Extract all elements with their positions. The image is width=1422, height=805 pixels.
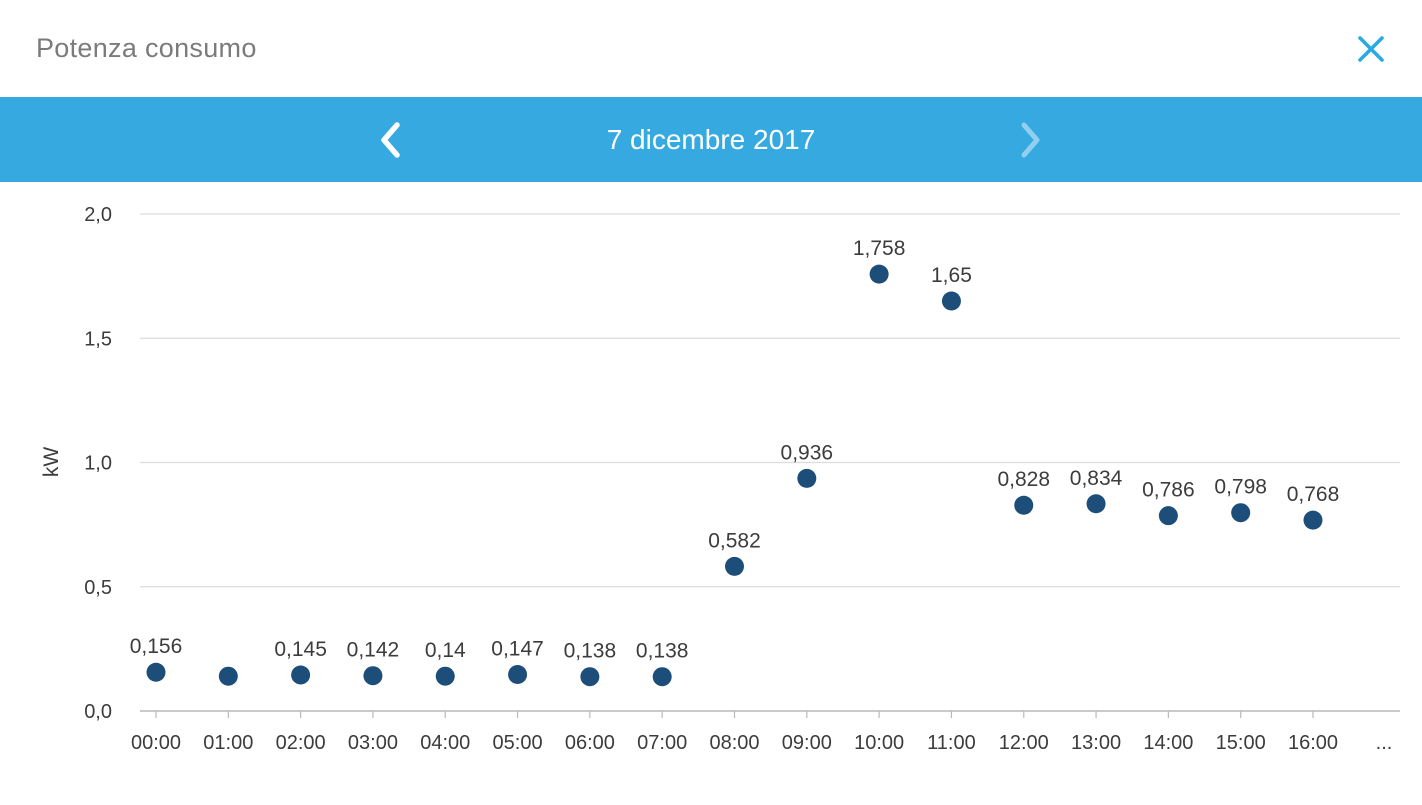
point-label: 0,142 bbox=[347, 639, 400, 662]
chevron-left-icon bbox=[381, 121, 400, 158]
power-consumption-chart: 0,0 0,5 1,0 1,5 2,0 kW 00:00 0,156 01:00 02:00 0,1… bbox=[0, 182, 1422, 800]
data-point[interactable] bbox=[580, 667, 600, 687]
x-tick-label: 13:00 bbox=[1071, 732, 1121, 754]
point-label: 0,936 bbox=[781, 441, 834, 464]
data-point[interactable] bbox=[435, 666, 455, 686]
point-label: 0,798 bbox=[1214, 476, 1267, 499]
point-label: 0,147 bbox=[491, 637, 544, 660]
data-point[interactable] bbox=[146, 662, 166, 682]
point-label: 0,768 bbox=[1287, 483, 1340, 506]
point-label: 1,65 bbox=[931, 264, 972, 287]
x-tick-label: 16:00 bbox=[1288, 732, 1338, 754]
y-tick-label: 2,0 bbox=[84, 204, 112, 226]
x-tick-label: 00:00 bbox=[131, 732, 181, 754]
point-label: 0,156 bbox=[130, 635, 183, 658]
data-point[interactable] bbox=[725, 556, 744, 576]
data-point[interactable] bbox=[363, 666, 383, 686]
point-label: 0,138 bbox=[564, 640, 617, 663]
next-day-button[interactable] bbox=[1001, 97, 1061, 182]
x-tick-label: 01:00 bbox=[203, 732, 253, 754]
x-tick-label: 11:00 bbox=[927, 732, 976, 754]
data-point[interactable] bbox=[797, 468, 817, 488]
data-point[interactable] bbox=[1014, 495, 1034, 515]
chevron-right-icon bbox=[1021, 122, 1040, 157]
x-tick-label: 12:00 bbox=[999, 732, 1049, 754]
x-tick-label: 07:00 bbox=[637, 732, 687, 754]
y-tick-label: 0,5 bbox=[84, 577, 112, 599]
x-tick-label: 05:00 bbox=[493, 732, 543, 754]
data-point[interactable] bbox=[1086, 494, 1106, 514]
point-label: 0,14 bbox=[425, 639, 466, 662]
point-label: 0,828 bbox=[997, 468, 1050, 491]
close-icon[interactable] bbox=[1356, 34, 1386, 64]
x-tick-label: 10:00 bbox=[854, 732, 904, 754]
y-tick-label: 1,0 bbox=[84, 453, 112, 475]
page-title: Potenza consumo bbox=[36, 33, 257, 63]
x-tick-label: 04:00 bbox=[420, 732, 470, 754]
point-label: 0,834 bbox=[1070, 467, 1123, 490]
data-point[interactable] bbox=[1231, 503, 1251, 523]
data-point[interactable] bbox=[941, 291, 961, 311]
x-tick-label: 02:00 bbox=[276, 732, 326, 754]
data-point[interactable] bbox=[869, 264, 889, 284]
scatter-chart-canvas: 0,0 0,5 1,0 1,5 2,0 kW 00:00 0,156 01:00 02:00 0,1… bbox=[40, 204, 1400, 754]
point-label: 0,582 bbox=[708, 529, 761, 552]
x-tick-label: 08:00 bbox=[709, 732, 759, 754]
data-point[interactable] bbox=[291, 665, 311, 685]
date-label: 7 dicembre 2017 bbox=[606, 123, 816, 155]
y-tick-label: 0,0 bbox=[84, 701, 112, 723]
x-axis-overflow-label: ... bbox=[1376, 732, 1393, 754]
point-label: 0,786 bbox=[1142, 479, 1195, 502]
data-point[interactable] bbox=[1158, 506, 1178, 526]
point-label: 1,758 bbox=[853, 237, 906, 260]
y-tick-label: 1,5 bbox=[84, 328, 112, 350]
point-label: 0,145 bbox=[274, 638, 327, 661]
data-point[interactable] bbox=[508, 664, 528, 684]
x-tick-label: 14:00 bbox=[1143, 732, 1193, 754]
window-header: Potenza consumo bbox=[0, 0, 1422, 97]
x-tick-label: 09:00 bbox=[782, 732, 832, 754]
data-point[interactable] bbox=[218, 666, 238, 686]
x-tick-label: 03:00 bbox=[348, 732, 398, 754]
y-axis-title: kW bbox=[40, 447, 63, 478]
x-tick-label: 06:00 bbox=[565, 732, 615, 754]
x-tick-label: 15:00 bbox=[1216, 732, 1266, 754]
previous-day-button[interactable] bbox=[360, 97, 420, 182]
date-navigation-bar: 7 dicembre 2017 bbox=[0, 97, 1422, 182]
data-point[interactable] bbox=[1303, 510, 1323, 530]
data-point[interactable] bbox=[652, 667, 672, 687]
point-label: 0,138 bbox=[636, 640, 689, 663]
